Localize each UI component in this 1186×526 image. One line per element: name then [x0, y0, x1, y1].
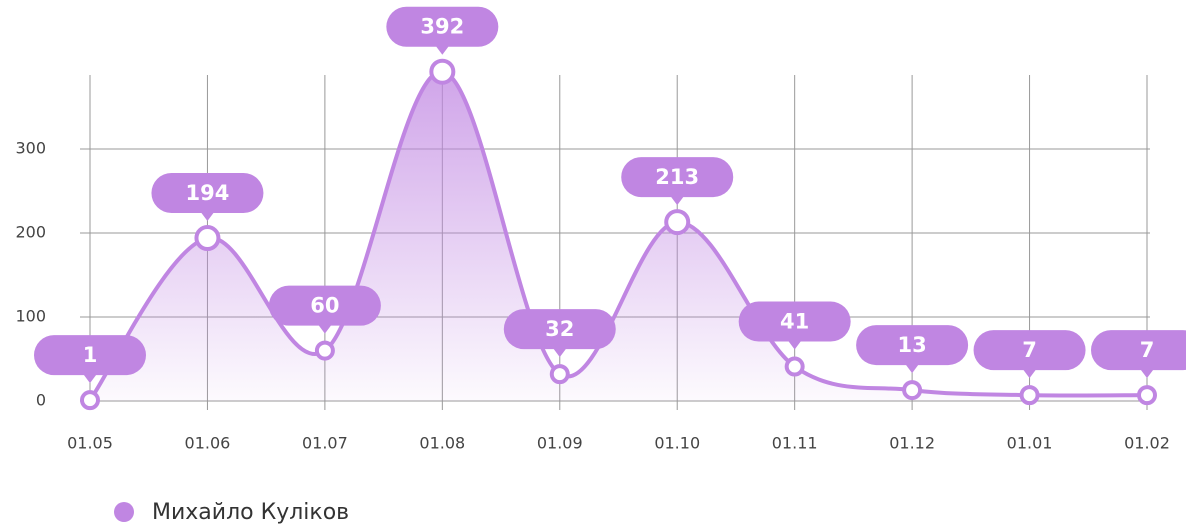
legend-marker: [114, 502, 134, 522]
x-tick-label: 01.01: [1007, 434, 1053, 453]
point: [80, 390, 100, 411]
data-label: 392: [420, 15, 464, 39]
data-label: 13: [897, 333, 926, 357]
data-label-bubble: [503, 309, 616, 358]
data-label-bubble: [268, 285, 381, 334]
data-label-bubble: [386, 6, 499, 55]
data-label-bubble: [621, 157, 734, 206]
data-label-bubble: [856, 325, 969, 374]
x-tick-label: 01.10: [654, 434, 700, 453]
y-tick-label: 0: [36, 391, 46, 410]
data-label-bubble: [973, 330, 1086, 379]
data-label-bubble: [151, 173, 264, 222]
point: [1019, 385, 1040, 406]
point: [194, 225, 221, 252]
point: [314, 340, 335, 361]
data-label: 7: [1140, 338, 1155, 362]
point: [902, 380, 923, 401]
data-label: 60: [310, 294, 339, 318]
data-label: 7: [1022, 338, 1037, 362]
x-tick-label: 01.12: [889, 434, 935, 453]
data-label-bubble: [34, 335, 146, 384]
data-label: 194: [186, 181, 230, 205]
data-label-bubble: [1091, 330, 1186, 379]
x-tick-label: 01.05: [67, 434, 113, 453]
y-tick-label: 200: [15, 223, 46, 242]
data-label: 32: [545, 317, 574, 341]
point: [784, 356, 805, 377]
x-tick-label: 01.09: [537, 434, 583, 453]
x-tick-label: 01.02: [1124, 434, 1170, 453]
y-tick-label: 100: [15, 307, 46, 326]
data-label: 1: [83, 343, 98, 367]
point: [1137, 385, 1157, 406]
point: [664, 209, 691, 236]
y-tick-label: 300: [15, 139, 46, 158]
x-tick-label: 01.07: [302, 434, 348, 453]
data-label: 213: [655, 165, 699, 189]
x-tick-label: 01.08: [419, 434, 465, 453]
point: [549, 364, 570, 385]
data-label: 41: [780, 310, 809, 334]
x-tick-label: 01.06: [185, 434, 231, 453]
data-label-bubble: [738, 301, 851, 350]
x-tick-label: 01.11: [772, 434, 818, 453]
point: [429, 58, 456, 85]
legend-label: Михайло Куліков: [152, 500, 349, 525]
